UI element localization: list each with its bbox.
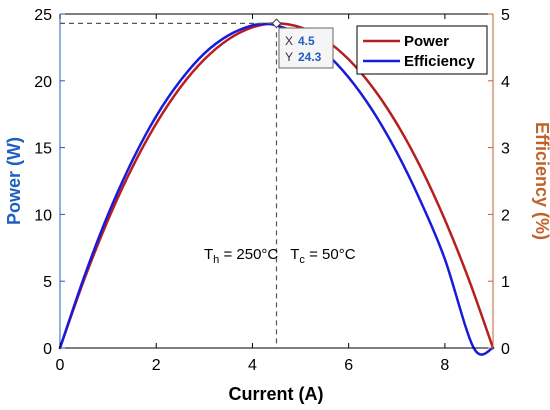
right-y-tick-label: 0 xyxy=(501,341,510,358)
x-tick-label: 2 xyxy=(152,357,161,374)
right-y-axis-label: Efficiency (%) xyxy=(532,122,550,240)
x-tick-label: 8 xyxy=(440,357,449,374)
legend-power-label: Power xyxy=(404,33,449,50)
datatip-box xyxy=(278,27,334,69)
temperature-annotation: Th = 250°C Tc = 50°C xyxy=(204,246,356,266)
legend: Power Efficiency xyxy=(356,25,488,75)
left-y-axis-label: Power (W) xyxy=(4,137,24,225)
right-y-tick-label: 3 xyxy=(501,141,510,158)
datatip-x-label: X xyxy=(285,34,293,48)
datatip-x-value: 4.5 xyxy=(298,34,315,48)
crosshair-layer xyxy=(60,18,282,348)
t-h-sub: h xyxy=(213,254,219,266)
left-y-tick-label: 15 xyxy=(34,141,52,158)
left-y-tick-label: 20 xyxy=(34,74,52,91)
t-h-value: = 250°C xyxy=(219,246,278,263)
x-tick-label: 6 xyxy=(344,357,353,374)
t-h-main: T xyxy=(204,246,213,263)
right-y-tick-label: 5 xyxy=(501,7,510,24)
left-y-tick-label: 25 xyxy=(34,7,52,24)
t-c-value: = 50°C xyxy=(305,246,356,263)
t-c-sub: c xyxy=(299,254,305,266)
datatip[interactable]: X 4.5 Y 24.3 xyxy=(278,27,334,69)
t-c-main: T xyxy=(290,246,299,263)
left-y-tick-label: 5 xyxy=(43,274,52,291)
left-y-tick-label: 10 xyxy=(34,207,52,224)
right-y-tick-label: 4 xyxy=(501,74,510,91)
legend-efficiency-label: Efficiency xyxy=(404,53,476,70)
left-y-tick-label: 0 xyxy=(43,341,52,358)
right-y-tick-label: 1 xyxy=(501,274,510,291)
legend-box xyxy=(356,25,488,75)
right-y-tick-label: 2 xyxy=(501,207,510,224)
x-axis-label: Current (A) xyxy=(229,384,324,404)
datatip-y-value: 24.3 xyxy=(298,50,322,64)
x-tick-label: 4 xyxy=(248,357,257,374)
ticks-layer: 0 2 4 6 8 0 5 10 15 20 25 0 1 2 3 4 5 xyxy=(34,7,510,374)
datatip-marker[interactable] xyxy=(271,18,282,29)
x-tick-label: 0 xyxy=(56,357,65,374)
efficiency-series-line xyxy=(58,22,495,356)
datatip-y-label: Y xyxy=(285,50,293,64)
